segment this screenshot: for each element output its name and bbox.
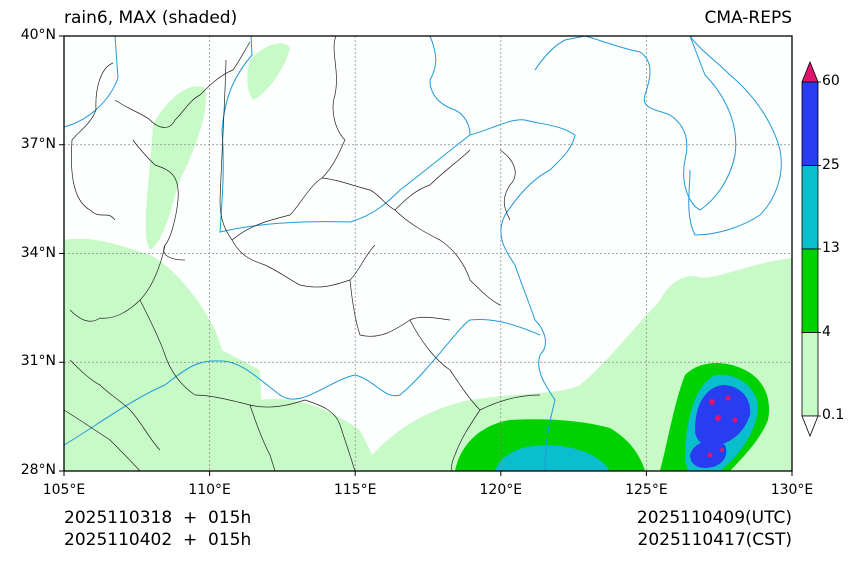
valid-time-utc: 2025110409(UTC) xyxy=(636,508,792,528)
y-tick-label-31n: 31°N xyxy=(20,353,56,369)
colorbar xyxy=(801,60,821,438)
y-tick-label-37n: 37°N xyxy=(20,136,56,152)
x-tick-label-130e: 130°E xyxy=(770,482,814,498)
model-name: CMA-REPS xyxy=(704,8,792,28)
rain-extreme-areas xyxy=(707,395,738,458)
x-tick-label-120e: 120°E xyxy=(479,482,523,498)
colorbar-label-25: 25 xyxy=(822,157,840,173)
y-tick-label-34n: 34°N xyxy=(20,245,56,261)
x-tick-label-110e: 110°E xyxy=(188,482,231,498)
init-time-cst: 2025110402 + 015h xyxy=(64,530,252,550)
init-time-utc: 2025110318 + 015h xyxy=(64,508,252,528)
coastline-and-rivers xyxy=(64,36,782,471)
colorbar-label-60: 60 xyxy=(822,73,840,89)
y-axis-ticks xyxy=(59,35,64,472)
rain-light-areas xyxy=(64,43,792,471)
colorbar-label-13: 13 xyxy=(822,240,840,256)
y-tick-label-28n: 28°N xyxy=(20,462,56,478)
map-title: rain6, MAX (shaded) xyxy=(64,8,238,28)
y-tick-label-40n: 40°N xyxy=(20,27,56,43)
valid-time-cst: 2025110417(CST) xyxy=(637,530,792,550)
gridlines xyxy=(64,36,792,471)
colorbar-label-4: 4 xyxy=(822,324,831,340)
x-tick-label-125e: 125°E xyxy=(625,482,668,498)
x-tick-label-105e: 105°E xyxy=(42,482,86,498)
province-borders xyxy=(64,36,541,471)
x-axis-ticks xyxy=(63,471,793,476)
x-tick-label-115e: 115°E xyxy=(333,482,377,498)
colorbar-label-0-1: 0.1 xyxy=(822,407,845,423)
